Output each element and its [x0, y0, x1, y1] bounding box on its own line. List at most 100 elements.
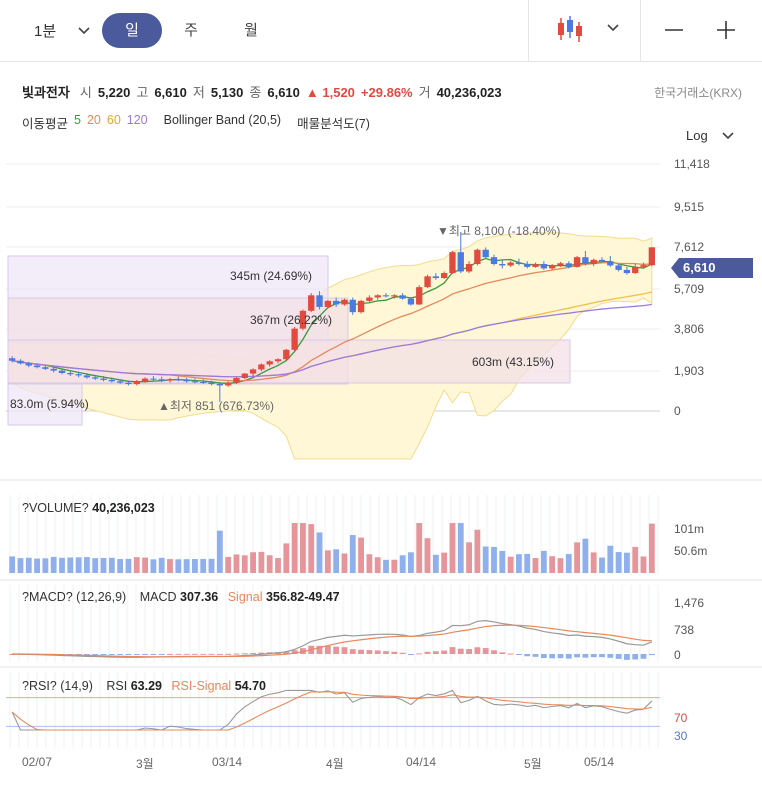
candle — [507, 262, 514, 266]
high-label: 고 — [136, 85, 149, 100]
volume-bar — [216, 530, 223, 573]
ma-line-120 — [12, 303, 652, 378]
macd-hist-bar — [499, 652, 506, 654]
x-tick: 5월 — [524, 757, 542, 771]
candle — [200, 381, 207, 383]
zoom-out-button[interactable] — [664, 20, 684, 45]
candle — [8, 358, 16, 361]
macd-hist-bar — [624, 654, 630, 660]
candle — [341, 299, 348, 305]
candle — [382, 295, 390, 297]
macd-hist-bar — [324, 645, 331, 654]
candle — [191, 381, 199, 383]
candle — [440, 273, 448, 279]
volume-bar — [391, 559, 398, 573]
macd-hist-bar — [366, 650, 373, 654]
rsi-signal-value: 54.70 — [234, 679, 266, 693]
volume-bar — [258, 551, 265, 573]
candle — [50, 368, 57, 371]
tab-week[interactable]: 주 — [184, 22, 198, 39]
candle — [532, 264, 539, 267]
rsi-pane-title: ?RSI? (14,9) RSI 63.29 RSI-Signal 54.70 — [22, 679, 266, 693]
volume-bar — [225, 556, 232, 573]
candle — [482, 249, 489, 258]
candle — [141, 378, 149, 382]
candle — [158, 379, 165, 381]
macd-hist-bar — [117, 654, 124, 655]
candle — [67, 372, 74, 375]
volume-bar — [42, 558, 49, 573]
volume-bar — [582, 538, 589, 573]
volume-bar — [108, 557, 115, 573]
price-tick: 7,612 — [674, 240, 705, 254]
volume-bar — [532, 558, 539, 573]
candle — [623, 269, 631, 274]
volume-bar — [383, 559, 389, 573]
macd-hist-bar — [192, 653, 198, 655]
macd-hist-bar — [457, 648, 464, 654]
divider — [528, 0, 529, 62]
tab-month[interactable]: 월 — [244, 22, 258, 39]
chevron-down-icon — [78, 26, 90, 34]
volume-profile-bar — [7, 383, 83, 426]
macd-title: ?MACD? (12,26,9) — [22, 590, 127, 604]
stock-name: 빛과전자 — [22, 85, 70, 100]
chevron-down-icon — [722, 131, 734, 139]
candle — [83, 375, 91, 378]
volume-bar — [133, 557, 140, 573]
macd-hist-bar — [432, 651, 439, 654]
macd-hist-bar — [491, 650, 497, 654]
candle — [582, 257, 589, 265]
macd-hist-bar — [632, 654, 639, 660]
volume-bar — [192, 559, 198, 573]
macd-hist-bar — [233, 653, 240, 655]
candle — [449, 252, 456, 274]
rsi-signal-label: RSI-Signal — [171, 679, 232, 693]
macd-hist-bar — [640, 654, 647, 659]
macd-hist-bar — [474, 647, 481, 654]
candle — [465, 264, 473, 272]
price-tick: 1,903 — [674, 364, 705, 378]
volume-pane-title: ?VOLUME? 40,236,023 — [22, 501, 155, 515]
volume-profile-label: 매물분석도(7) — [297, 117, 370, 131]
volume-bar — [167, 559, 173, 573]
macd-signal-line — [12, 624, 652, 658]
macd-hist-bar — [75, 654, 82, 655]
volume-bar — [250, 552, 256, 573]
macd-hist-bar — [590, 654, 597, 658]
chart-type-button[interactable] — [556, 14, 626, 49]
volume-bar — [358, 537, 364, 573]
macd-hist-value: -49.47 — [304, 590, 340, 604]
macd-hist-bar — [615, 654, 622, 659]
candle — [233, 377, 240, 383]
chart-toolbar: 1분 일 주 월 — [0, 0, 762, 62]
indicator-legend[interactable]: 이동평균 5 20 60 120 Bollinger Band (20,5) 매… — [22, 113, 370, 132]
candle — [42, 367, 49, 369]
tab-day[interactable]: 일 — [102, 13, 162, 48]
macd-hist-bar — [391, 651, 398, 654]
candle — [374, 295, 381, 298]
zoom-in-button[interactable] — [716, 20, 736, 45]
macd-hist-bar — [175, 653, 182, 655]
macd-hist-bar — [524, 654, 531, 657]
x-tick: 05/14 — [584, 755, 615, 769]
macd-hist-bar — [125, 654, 132, 655]
macd-hist-bar — [216, 653, 223, 655]
candle — [108, 379, 116, 382]
ma-label: 이동평균 — [22, 117, 69, 131]
macd-hist-bar — [358, 649, 364, 654]
ma-20: 20 — [86, 113, 101, 127]
volume-bar — [125, 558, 132, 573]
volume-bar — [557, 558, 564, 573]
macd-hist-bar — [557, 654, 564, 659]
scale-select[interactable]: Log — [686, 128, 734, 143]
timeframe-select[interactable]: 1분 — [34, 20, 90, 41]
macd-hist-bar — [167, 653, 173, 655]
macd-line — [12, 620, 653, 658]
candle — [515, 262, 523, 265]
candle — [266, 361, 273, 365]
vp-label: 83.0m (5.94%) — [10, 397, 89, 411]
volume-bar — [233, 554, 240, 573]
volume-bar — [615, 552, 622, 573]
